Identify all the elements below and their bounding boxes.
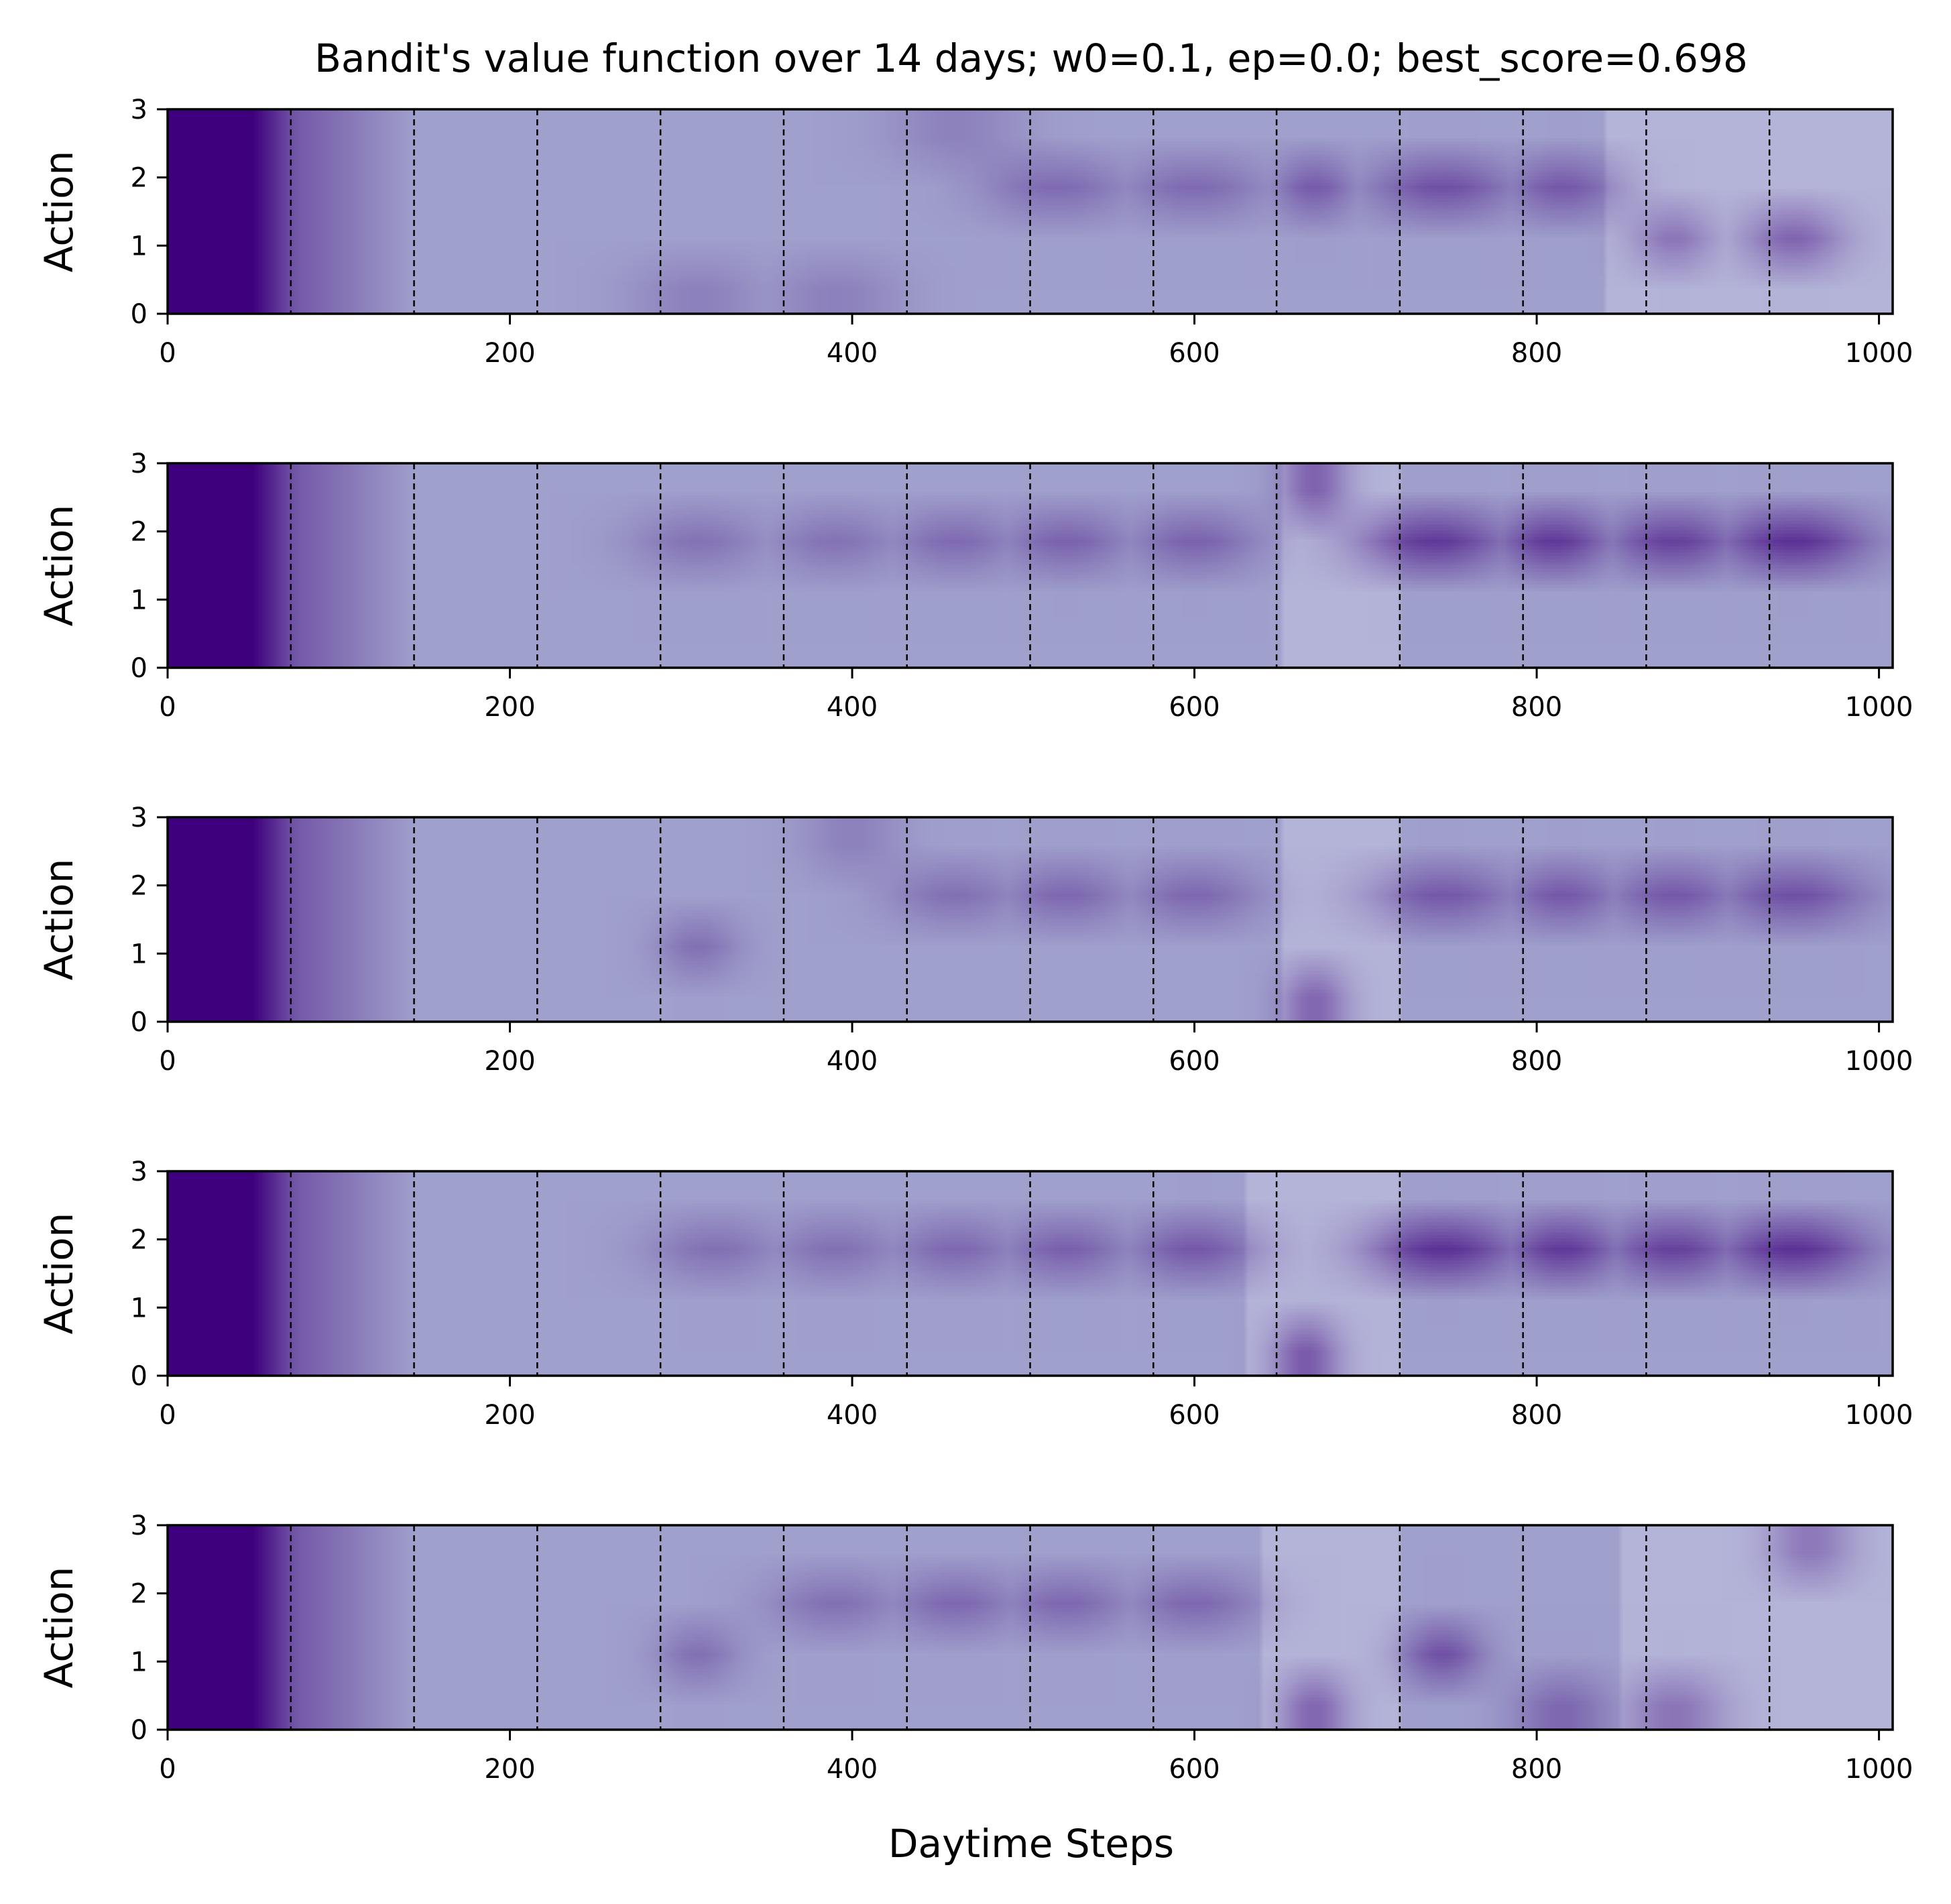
y-tick-label: 2 <box>131 1225 147 1256</box>
y-tick-label: 3 <box>131 802 147 833</box>
y-tick-label: 2 <box>131 163 147 194</box>
x-tick-label: 600 <box>1169 692 1220 723</box>
x-tick-label: 200 <box>484 692 535 723</box>
panel-3: 0 200 400 600 800 1000 0 1 2 3 Action <box>36 802 1913 1077</box>
x-tick-label: 800 <box>1511 692 1562 723</box>
panel-1: 0 200 400 600 800 1000 0 1 2 3 Action <box>36 95 1913 369</box>
x-tick-label: 200 <box>484 1400 535 1431</box>
x-tick-label: 1000 <box>1845 1046 1913 1077</box>
x-tick-label: 600 <box>1169 1400 1220 1431</box>
y-axis-label: Action <box>36 151 82 273</box>
x-tick-label: 400 <box>827 692 878 723</box>
y-tick-label: 2 <box>131 871 147 902</box>
axes-frame <box>166 462 1894 669</box>
x-tick-label: 600 <box>1169 1046 1220 1077</box>
axes-frame <box>166 1170 1894 1377</box>
y-tick-label: 0 <box>131 1007 147 1038</box>
y-tick-label: 3 <box>131 1510 147 1541</box>
x-tick-label: 200 <box>484 338 535 369</box>
axes-frame <box>166 816 1894 1023</box>
x-tick-label: 400 <box>827 338 878 369</box>
x-tick-label: 1000 <box>1845 1400 1913 1431</box>
x-tick-label: 800 <box>1511 338 1562 369</box>
y-axis-label: Action <box>36 505 82 627</box>
axes-frame <box>166 108 1894 315</box>
x-tick-label: 800 <box>1511 1754 1562 1785</box>
y-tick-label: 3 <box>131 449 147 479</box>
y-tick-label: 0 <box>131 1361 147 1392</box>
panel-5: 0 200 400 600 800 1000 0 1 2 3 Action <box>36 1510 1913 1785</box>
x-tick-label: 0 <box>159 1754 176 1785</box>
panel-4: 0 200 400 600 800 1000 0 1 2 3 Action <box>36 1156 1913 1431</box>
x-tick-label: 600 <box>1169 338 1220 369</box>
x-tick-label: 0 <box>159 338 176 369</box>
x-tick-label: 800 <box>1511 1046 1562 1077</box>
x-axis-label: Daytime Steps <box>888 1821 1174 1866</box>
x-tick-label: 0 <box>159 1400 176 1431</box>
y-tick-label: 1 <box>131 939 147 969</box>
x-tick-label: 200 <box>484 1754 535 1785</box>
y-tick-label: 0 <box>131 299 147 330</box>
y-tick-label: 1 <box>131 1647 147 1677</box>
y-tick-label: 2 <box>131 517 147 548</box>
y-tick-label: 1 <box>131 1293 147 1323</box>
x-tick-label: 1000 <box>1845 1754 1913 1785</box>
x-tick-label: 200 <box>484 1046 535 1077</box>
y-tick-label: 2 <box>131 1579 147 1610</box>
y-tick-label: 3 <box>131 1156 147 1187</box>
x-tick-label: 400 <box>827 1046 878 1077</box>
y-axis-label: Action <box>36 1213 82 1335</box>
y-tick-label: 0 <box>131 1715 147 1746</box>
y-tick-label: 3 <box>131 95 147 125</box>
x-tick-label: 800 <box>1511 1400 1562 1431</box>
chart-title: Bandit's value function over 14 days; w0… <box>314 36 1748 81</box>
x-tick-label: 600 <box>1169 1754 1220 1785</box>
x-tick-label: 400 <box>827 1754 878 1785</box>
y-axis-label: Action <box>36 1567 82 1689</box>
x-tick-label: 400 <box>827 1400 878 1431</box>
x-tick-label: 1000 <box>1845 338 1913 369</box>
panel-2: 0 200 400 600 800 1000 0 1 2 3 Action <box>36 449 1913 723</box>
y-axis-label: Action <box>36 859 82 981</box>
x-tick-label: 0 <box>159 1046 176 1077</box>
x-tick-label: 1000 <box>1845 692 1913 723</box>
axes-frame <box>166 1524 1894 1731</box>
x-tick-label: 0 <box>159 692 176 723</box>
y-tick-label: 1 <box>131 585 147 615</box>
y-tick-label: 1 <box>131 231 147 261</box>
y-tick-label: 0 <box>131 653 147 684</box>
